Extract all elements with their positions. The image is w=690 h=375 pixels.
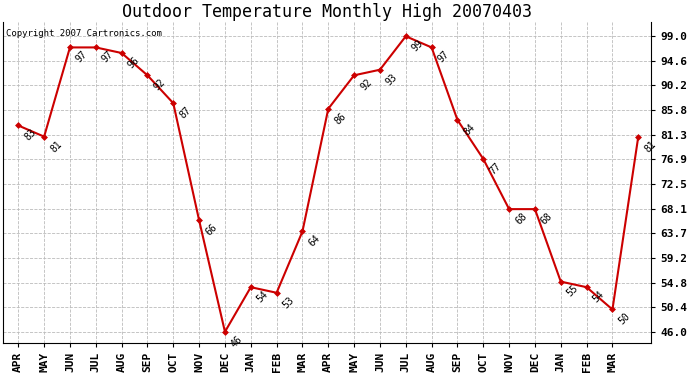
Text: 84: 84: [462, 122, 477, 137]
Text: 54: 54: [591, 289, 606, 304]
Text: 53: 53: [281, 295, 296, 310]
Text: 97: 97: [74, 50, 90, 65]
Text: 96: 96: [126, 55, 141, 70]
Text: 86: 86: [333, 111, 348, 126]
Text: 83: 83: [23, 128, 38, 143]
Text: 99: 99: [410, 38, 425, 54]
Text: 55: 55: [565, 284, 580, 299]
Text: 68: 68: [539, 211, 555, 226]
Text: 92: 92: [358, 77, 374, 93]
Text: 81: 81: [642, 138, 658, 154]
Text: 68: 68: [513, 211, 529, 226]
Text: 46: 46: [229, 334, 244, 349]
Text: 77: 77: [487, 161, 503, 176]
Text: 81: 81: [48, 138, 63, 154]
Text: 97: 97: [436, 50, 451, 65]
Text: 54: 54: [255, 289, 270, 304]
Text: 64: 64: [306, 233, 322, 249]
Text: 97: 97: [100, 50, 115, 65]
Text: 93: 93: [384, 72, 400, 87]
Title: Outdoor Temperature Monthly High 20070403: Outdoor Temperature Monthly High 2007040…: [122, 3, 532, 21]
Text: 92: 92: [152, 77, 167, 93]
Text: 66: 66: [204, 222, 219, 237]
Text: Copyright 2007 Cartronics.com: Copyright 2007 Cartronics.com: [6, 29, 162, 38]
Text: 50: 50: [617, 311, 632, 327]
Text: 87: 87: [177, 105, 193, 120]
